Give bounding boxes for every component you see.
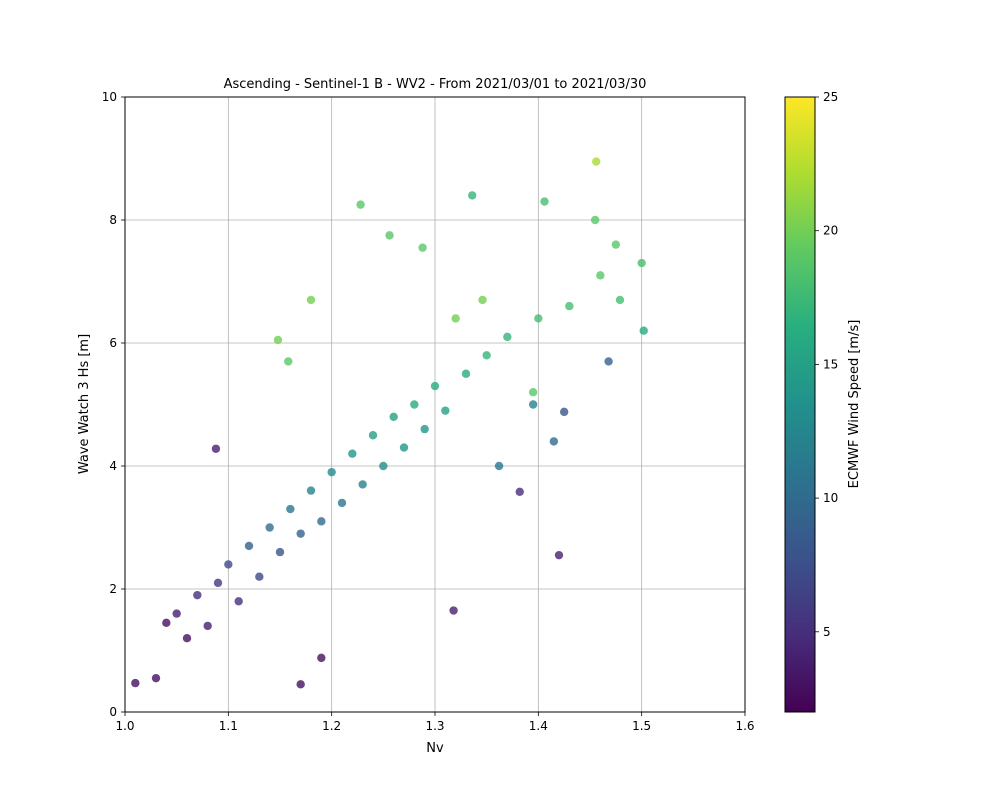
data-point [296,529,305,538]
data-point [418,243,427,252]
data-point [286,504,295,514]
data-point [296,680,305,689]
data-point [131,678,140,688]
y-tick-label: 4 [109,459,117,473]
data-point [385,231,394,240]
data-point [348,449,357,458]
data-point [503,332,512,342]
colorbar-ticks: 5 10 15 20 25 [815,90,838,639]
data-point [284,357,293,366]
data-point [565,301,574,311]
data-point [379,461,388,471]
data-point [317,517,326,526]
data-point [358,480,367,489]
data-point [389,412,398,421]
data-point [534,314,543,323]
x-tick-label: 1.4 [529,719,548,733]
x-axis-label: Nv [426,741,444,756]
data-point [368,431,378,440]
data-point [528,400,538,409]
data-point [399,443,409,452]
data-point [611,240,621,249]
x-tick-label: 1.5 [632,719,651,733]
colorbar-tick-label: 10 [823,491,838,505]
colorbar-label: ECMWF Wind Speed [m/s] [847,320,862,489]
x-tick-label: 1.6 [735,719,754,733]
colorbar-tick-label: 5 [823,625,831,639]
y-axis-label: Wave Watch 3 Hs [m] [77,334,92,474]
y-tick-label: 2 [109,582,117,596]
data-point [554,550,564,560]
data-point [494,461,504,471]
grid-lines [124,96,746,713]
data-point [420,424,429,434]
data-point [162,618,171,628]
data-point [203,621,212,631]
colorbar-tick-label: 15 [823,357,838,371]
data-point [637,258,646,268]
data-point [615,295,625,305]
y-tick-label: 0 [109,705,117,719]
data-point [151,673,161,683]
data-point [182,634,192,643]
data-point [356,200,365,209]
chart-title: Ascending - Sentinel-1 B - WV2 - From 20… [224,77,647,92]
data-point [604,357,613,366]
x-tick-label: 1.3 [425,719,444,733]
data-point [515,487,524,497]
data-point [559,407,569,417]
data-point [273,335,283,345]
data-point [306,295,316,305]
data-point [265,523,274,532]
data-point [430,381,440,391]
data-point [211,444,221,453]
colorbar-tick-label: 25 [823,90,838,104]
data-point [244,541,254,551]
data-point [275,547,285,557]
data-point [528,388,538,397]
data-point [590,215,600,225]
data-point [441,406,450,415]
data-point [213,578,223,588]
data-point [482,351,491,360]
data-point [234,597,243,606]
data-point [327,467,336,477]
data-point [410,400,419,409]
data-point [461,369,471,378]
data-point [478,295,487,305]
data-point [549,437,559,446]
data-point [540,197,549,206]
data-point [306,486,316,495]
data-point [224,560,233,569]
data-point [639,326,648,335]
data-point [596,271,605,280]
data-point [255,572,264,581]
x-tick-label: 1.0 [115,719,134,733]
data-point [592,157,601,166]
y-tick-label: 6 [109,336,117,350]
data-point [337,498,347,508]
x-tick-label: 1.1 [219,719,238,733]
x-axis-ticks: 1.0 1.1 1.2 1.3 1.4 1.5 1.6 [115,712,755,733]
data-point [317,653,326,663]
data-point [451,314,460,323]
data-point [468,191,477,200]
colorbar-tick-label: 20 [823,224,838,238]
colorbar [784,96,816,713]
scatter-points [131,157,648,689]
y-tick-label: 10 [102,90,117,104]
y-tick-label: 8 [109,213,117,227]
data-point [172,609,181,618]
data-point [193,590,202,600]
x-tick-label: 1.2 [322,719,341,733]
data-point [449,606,458,615]
y-axis-ticks: 0 2 4 6 8 10 [102,90,125,719]
